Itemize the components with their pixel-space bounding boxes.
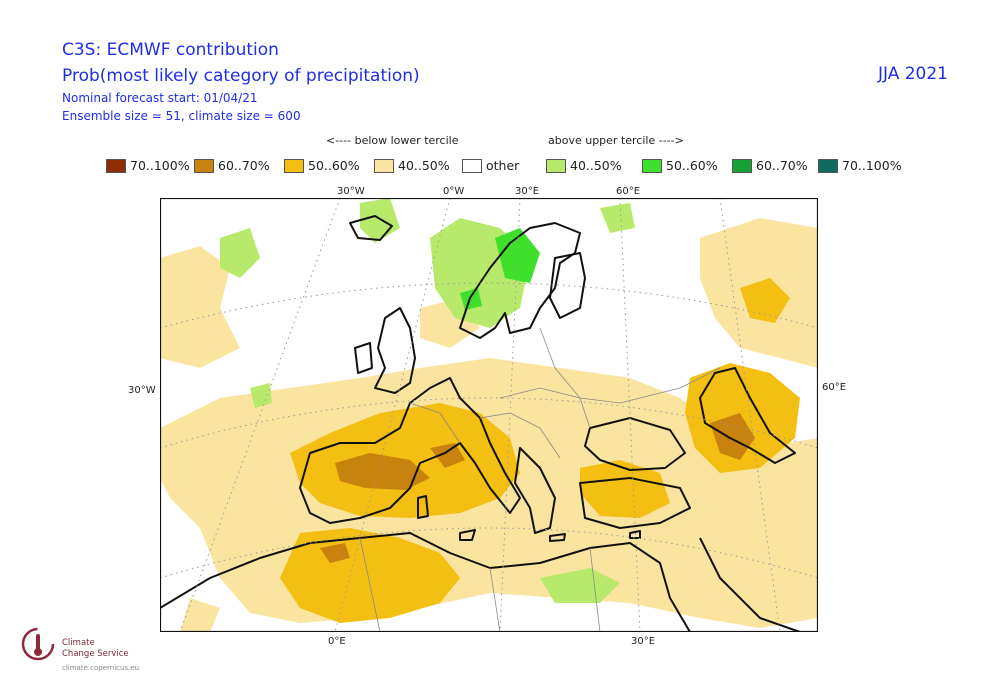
legend-item: 50..60% <box>284 158 360 173</box>
legend-swatch <box>194 158 214 173</box>
prob-zone-above-50-60 <box>460 228 540 310</box>
legend-item: other <box>462 158 519 173</box>
legend-swatch <box>462 158 482 173</box>
above-tercile-label: above upper tercile ----> <box>548 134 684 147</box>
forecast-start-text: Nominal forecast start: 01/04/21 <box>62 91 258 105</box>
legend-label: 50..60% <box>666 158 718 173</box>
prob-zone-above-40-50 <box>220 198 635 603</box>
legend-label: 70..100% <box>842 158 902 173</box>
legend-item: 40..50% <box>546 158 622 173</box>
axis-label-top: 30°W <box>337 186 365 197</box>
coastlines <box>160 215 801 632</box>
legend-item: 50..60% <box>642 158 718 173</box>
climate-change-service-logo <box>21 627 55 661</box>
axis-label-left: 30°W <box>128 385 156 396</box>
legend-label: 60..70% <box>756 158 808 173</box>
graticule <box>160 198 818 632</box>
map-title: C3S: ECMWF contribution <box>62 40 279 60</box>
legend-swatch <box>732 158 752 173</box>
logo-text: Climate Change Service <box>62 638 129 660</box>
logo-line2: Change Service <box>62 649 129 659</box>
legend-label: 60..70% <box>218 158 270 173</box>
map-frame <box>160 198 818 632</box>
country-borders <box>359 327 721 632</box>
legend-item: 70..100% <box>106 158 190 173</box>
legend-swatch <box>818 158 838 173</box>
legend-label: other <box>486 158 520 173</box>
legend-swatch <box>546 158 566 173</box>
legend-swatch <box>284 158 304 173</box>
axis-label-right: 60°E <box>822 382 847 393</box>
legend-label: 40..50% <box>398 158 450 173</box>
axis-label-top: 30°E <box>515 186 540 197</box>
axis-label-top: 60°E <box>616 186 641 197</box>
legend-label: 50..60% <box>308 158 360 173</box>
legend-item: 70..100% <box>818 158 902 173</box>
precipitation-map <box>160 198 818 632</box>
legend-swatch <box>106 158 126 173</box>
axis-label-top: 0°W <box>443 186 465 197</box>
legend-item: 40..50% <box>374 158 450 173</box>
logo-line1: Climate <box>62 638 95 648</box>
legend-label: 70..100% <box>130 158 190 173</box>
legend-item: 60..70% <box>194 158 270 173</box>
below-tercile-label: <---- below lower tercile <box>326 134 459 147</box>
legend-item: 60..70% <box>732 158 808 173</box>
logo-url: climate.copernicus.eu <box>62 664 140 672</box>
axis-label-bottom: 30°E <box>631 636 656 647</box>
prob-zone-below-60-70 <box>320 413 755 563</box>
legend-swatch <box>374 158 394 173</box>
ensemble-size-text: Ensemble size = 51, climate size = 600 <box>62 109 301 123</box>
axis-label-bottom: 0°E <box>328 636 346 647</box>
legend-label: 40..50% <box>570 158 622 173</box>
legend-swatch <box>642 158 662 173</box>
map-subtitle: Prob(most likely category of precipitati… <box>62 66 420 86</box>
season-label: JJA 2021 <box>877 64 948 84</box>
